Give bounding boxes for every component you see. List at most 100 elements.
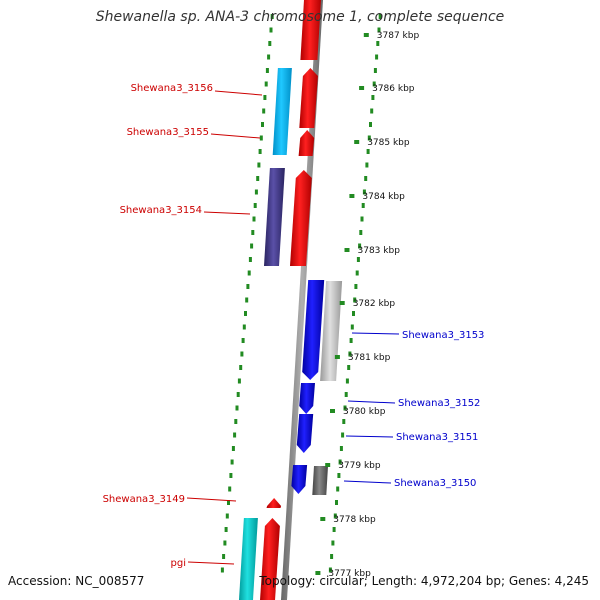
guide-dot [254, 189, 258, 195]
accession-text: Accession: NC_008577 [8, 574, 145, 588]
guide-dot [372, 81, 376, 87]
guide-dot [356, 257, 360, 262]
guide-dot-layer [220, 14, 382, 573]
guide-dot [267, 54, 271, 60]
gene-label[interactable]: Shewana3_3151 [396, 432, 478, 443]
cog-box [238, 518, 258, 600]
guide-dot [339, 446, 343, 451]
cds-forward [291, 465, 308, 494]
cds-forward [299, 383, 315, 414]
guide-dot [364, 176, 368, 181]
guide-dot [377, 27, 381, 33]
guide-dot [256, 176, 260, 181]
scale-tick-label: 3786 kbp [372, 84, 415, 94]
guide-dot [245, 297, 249, 303]
guide-dot [247, 270, 251, 276]
guide-dot [263, 95, 267, 100]
gene-leader-line [351, 332, 400, 335]
gene-label[interactable]: Shewana3_3150 [394, 478, 476, 489]
guide-dot [259, 135, 263, 141]
guide-dot [252, 216, 256, 222]
guide-dot [352, 311, 355, 316]
scale-tick-label: 3780 kbp [343, 407, 386, 417]
guide-dot [230, 459, 234, 465]
gene-label[interactable]: Shewana3_3152 [398, 398, 480, 409]
guide-dot [233, 432, 237, 438]
guide-dot [225, 513, 229, 519]
guide-dot [341, 432, 345, 438]
guide-dot [234, 419, 238, 424]
guide-dot [373, 68, 377, 73]
guide-dot [220, 567, 224, 573]
guide-dot [253, 203, 257, 208]
guide-dot [355, 270, 359, 276]
guide-dot [359, 230, 363, 235]
gene-label[interactable]: Shewana3_3149 [103, 494, 185, 505]
guide-dot [235, 405, 239, 411]
guide-dot [236, 392, 240, 397]
topology-summary: Topology: circular; Length: 4,972,204 bp… [259, 574, 589, 588]
guide-dot [353, 297, 357, 303]
cds-reverse [290, 170, 312, 266]
scale-tick [363, 33, 369, 37]
guide-dot [244, 311, 247, 316]
scale-tick [359, 86, 365, 90]
guide-dot [270, 14, 274, 19]
guide-dot [371, 95, 375, 100]
gene-label[interactable]: Shewana3_3154 [120, 205, 202, 216]
guide-dot [348, 351, 352, 357]
gene-leader-line [343, 480, 392, 484]
cds-reverse [300, 0, 321, 60]
gene-label[interactable]: Shewana3_3155 [127, 127, 209, 138]
guide-dot [336, 486, 340, 492]
guide-dot [332, 527, 336, 532]
gene-label[interactable]: Shewana3_3156 [131, 83, 213, 94]
gene-label[interactable]: Shewana3_3153 [402, 330, 484, 341]
scale-layer: 3787 kbp 3786 kbp 3785 kbp 3784 kbp 3783 kbp… [315, 31, 419, 579]
cog-box [312, 466, 328, 495]
scale-tick [349, 194, 355, 198]
guide-dot [362, 189, 366, 195]
guide-dot [241, 338, 245, 343]
guide-dot [239, 365, 243, 370]
guide-dot [335, 500, 338, 505]
scale-tick [344, 248, 350, 252]
guide-dot [369, 122, 372, 127]
scale-tick-label: 3779 kbp [338, 461, 381, 471]
scale-tick-label: 3778 kbp [333, 515, 376, 525]
scale-tick-label: 3783 kbp [358, 246, 401, 256]
scale-tick [354, 140, 360, 144]
guide-dot [343, 405, 347, 411]
gene-label[interactable]: pgi [171, 558, 186, 569]
guide-dot [331, 540, 335, 546]
guide-dot [237, 378, 241, 384]
scale-tick-label: 3782 kbp [353, 299, 396, 309]
scale-tick [315, 571, 321, 575]
guide-dot [223, 540, 227, 546]
guide-dot [347, 365, 351, 370]
guide-dot [375, 54, 379, 60]
guide-dot [250, 243, 254, 249]
guide-dot [378, 14, 382, 19]
scale-tick [334, 355, 340, 359]
gene-leader-line [203, 211, 251, 215]
guide-dot [224, 527, 228, 532]
cds-reverse [266, 498, 282, 508]
guide-dot [337, 473, 341, 478]
guide-dot [258, 149, 262, 154]
guide-dot [231, 446, 235, 451]
cog-box [264, 168, 285, 266]
guide-dot [251, 230, 255, 235]
guide-dot [261, 122, 264, 127]
guide-dot [265, 68, 269, 73]
guide-dot [248, 257, 252, 262]
guide-dot [262, 108, 266, 114]
guide-dot [222, 554, 226, 559]
guide-dot [376, 41, 380, 46]
guide-dot [358, 243, 362, 249]
guide-dot [365, 162, 369, 168]
scale-tick-label: 3787 kbp [377, 31, 420, 41]
guide-dot [366, 149, 370, 154]
guide-dot [350, 324, 354, 330]
